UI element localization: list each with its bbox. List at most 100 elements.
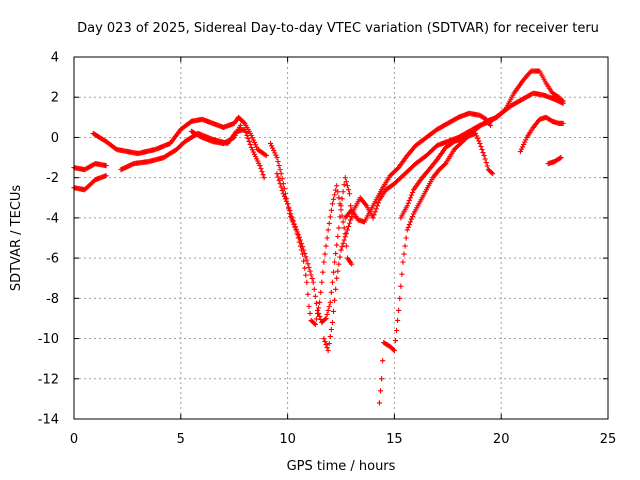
plus-marker bbox=[242, 126, 248, 132]
plus-marker bbox=[337, 254, 343, 260]
plus-marker bbox=[334, 242, 340, 248]
plus-marker bbox=[338, 247, 344, 253]
plus-marker bbox=[290, 217, 296, 224]
plus-marker bbox=[325, 348, 331, 354]
plus-marker bbox=[315, 305, 322, 311]
plus-marker bbox=[557, 155, 563, 161]
plus-marker bbox=[323, 243, 329, 249]
plus-marker bbox=[285, 201, 291, 207]
plus-marker bbox=[312, 293, 318, 299]
plus-marker bbox=[348, 203, 354, 209]
plus-marker bbox=[249, 135, 255, 141]
plus-marker bbox=[298, 240, 305, 246]
plus-marker bbox=[400, 259, 406, 265]
plus-marker bbox=[282, 196, 289, 202]
plus-marker bbox=[328, 326, 334, 333]
plus-marker bbox=[407, 195, 414, 201]
plus-marker bbox=[320, 269, 326, 275]
plus-marker bbox=[329, 319, 336, 326]
plus-marker bbox=[490, 171, 496, 177]
plus-marker bbox=[258, 166, 264, 172]
plus-marker bbox=[406, 197, 412, 204]
plus-marker bbox=[336, 261, 342, 267]
y-tick-label: -6 bbox=[46, 252, 59, 267]
plus-marker bbox=[343, 179, 349, 185]
plus-marker bbox=[246, 138, 252, 145]
plus-marker bbox=[306, 264, 312, 271]
plus-marker bbox=[326, 340, 332, 347]
plus-marker bbox=[397, 295, 403, 301]
plus-marker bbox=[517, 148, 524, 155]
plus-marker bbox=[293, 226, 299, 232]
plus-marker bbox=[335, 189, 341, 195]
plus-marker bbox=[474, 133, 480, 139]
plus-marker bbox=[322, 338, 328, 345]
plus-marker bbox=[315, 310, 322, 317]
plus-marker bbox=[260, 172, 266, 178]
plus-marker bbox=[340, 189, 346, 195]
plus-marker bbox=[303, 254, 309, 260]
plus-marker bbox=[296, 234, 302, 240]
plus-marker bbox=[322, 251, 328, 257]
plus-marker bbox=[257, 163, 263, 169]
plus-marker bbox=[477, 140, 483, 147]
plus-marker bbox=[522, 139, 528, 145]
plus-marker bbox=[339, 244, 345, 250]
plus-marker bbox=[398, 283, 404, 289]
plus-marker bbox=[483, 159, 489, 166]
plus-marker bbox=[309, 275, 315, 282]
plus-marker bbox=[409, 213, 416, 220]
plus-marker bbox=[279, 187, 285, 194]
x-tick-label: 0 bbox=[70, 432, 78, 447]
y-tick-label: 4 bbox=[51, 51, 59, 66]
plus-marker bbox=[409, 189, 416, 196]
plus-marker bbox=[329, 279, 336, 285]
plus-marker bbox=[311, 286, 317, 292]
plus-marker bbox=[521, 141, 527, 148]
plus-marker bbox=[336, 225, 342, 231]
plus-marker bbox=[275, 174, 281, 180]
series-track-i bbox=[342, 110, 494, 225]
plus-marker bbox=[342, 175, 348, 181]
plus-marker bbox=[247, 141, 253, 148]
plus-marker bbox=[441, 161, 448, 168]
plus-marker bbox=[294, 229, 300, 235]
plus-marker bbox=[560, 120, 566, 126]
plus-marker bbox=[336, 195, 342, 201]
plus-marker bbox=[405, 200, 411, 206]
plus-marker bbox=[328, 207, 334, 213]
x-tick-label: 15 bbox=[386, 432, 403, 447]
plus-marker bbox=[252, 142, 259, 148]
plus-marker bbox=[301, 247, 307, 253]
plus-marker bbox=[301, 258, 307, 264]
plus-marker bbox=[519, 144, 526, 150]
plus-marker bbox=[327, 214, 333, 220]
data-marks bbox=[71, 68, 566, 406]
plus-marker bbox=[402, 243, 408, 249]
plus-marker bbox=[476, 138, 482, 144]
plus-marker bbox=[341, 182, 347, 188]
plus-marker bbox=[480, 149, 486, 156]
plus-marker bbox=[286, 204, 292, 210]
plus-marker bbox=[274, 171, 280, 177]
plus-marker bbox=[103, 173, 109, 179]
series-track-k bbox=[398, 130, 496, 221]
plus-marker bbox=[317, 299, 323, 305]
plus-marker bbox=[482, 156, 488, 162]
plus-marker bbox=[305, 291, 311, 297]
plus-marker bbox=[326, 220, 332, 227]
plus-marker bbox=[321, 335, 327, 342]
plus-marker bbox=[277, 167, 283, 173]
plus-marker bbox=[348, 217, 354, 223]
plus-marker bbox=[380, 358, 386, 364]
x-tick-label: 5 bbox=[177, 432, 185, 447]
plus-marker bbox=[325, 227, 331, 233]
plus-marker bbox=[288, 211, 294, 217]
plus-marker bbox=[331, 297, 338, 303]
plus-marker bbox=[329, 201, 336, 207]
plus-marker bbox=[406, 221, 412, 228]
x-tick-label: 10 bbox=[279, 432, 296, 447]
x-tick-label: 20 bbox=[493, 432, 510, 447]
plus-marker bbox=[481, 152, 487, 159]
plus-marker bbox=[241, 119, 247, 125]
